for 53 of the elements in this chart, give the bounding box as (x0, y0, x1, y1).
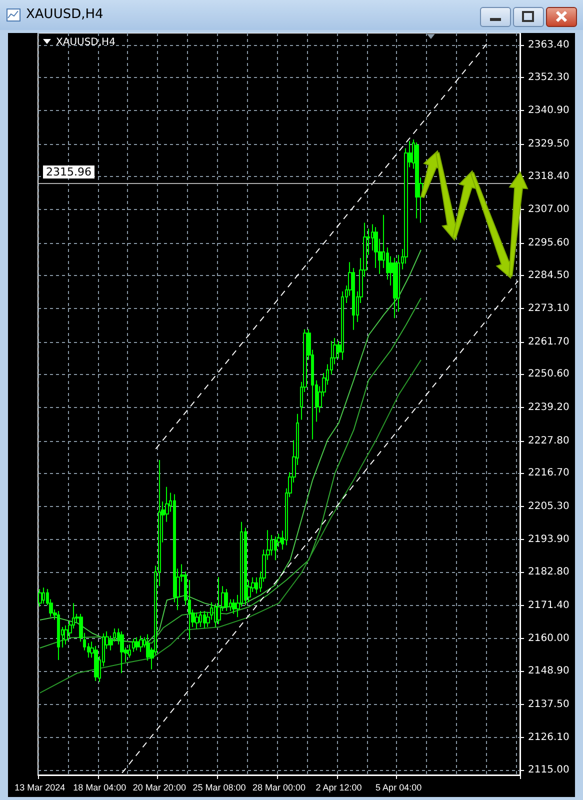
chart-subtitle: XAUUSD,H4 (56, 37, 116, 48)
candlestick (225, 588, 228, 612)
y-tick-label: 2352.30 (528, 72, 570, 83)
y-tick-label: 2318.40 (528, 170, 570, 182)
candlestick (38, 588, 42, 608)
x-tick-label: 2 Apr 12:00 (316, 782, 362, 792)
y-tick-label: 2250.60 (528, 368, 570, 380)
candlestick (128, 644, 131, 658)
y-tick-label: 2340.90 (528, 105, 570, 116)
y-tick-label: 2295.60 (528, 237, 570, 248)
chart-title: XAUUSD,H4 (26, 7, 104, 22)
candlestick (415, 142, 419, 219)
candlestick (132, 638, 135, 652)
x-tick-label: 13 Mar 2024 (14, 782, 66, 792)
y-tick-label: 2284.50 (528, 270, 570, 281)
y-tick-label: 2307.00 (528, 204, 570, 216)
candlestick (274, 536, 277, 561)
y-tick-label: 2227.80 (528, 435, 570, 446)
y-tick-label: 2171.40 (528, 600, 570, 611)
y-tick-label: 2329.50 (528, 138, 570, 150)
candlestick (217, 576, 221, 625)
y-tick-label: 2115.00 (528, 764, 570, 776)
x-tick-label: 5 Apr 04:00 (376, 782, 422, 792)
candlestick (57, 610, 60, 660)
candlestick (139, 635, 143, 652)
y-tick-label: 2273.10 (528, 303, 570, 314)
line-series (39, 359, 422, 694)
y-tick-label: 2182.80 (528, 566, 570, 578)
y-tick-label: 2239.20 (528, 402, 570, 414)
candlestick (42, 587, 45, 604)
x-tick-label: 20 Mar 20:00 (132, 782, 186, 792)
x-tick-label: 28 Mar 00:00 (252, 782, 306, 792)
candlestick (232, 598, 236, 614)
y-tick-label: 2126.10 (528, 732, 570, 744)
x-tick-label: 18 Mar 04:00 (73, 782, 126, 792)
y-tick-label: 2160.00 (528, 633, 570, 644)
candlestick (135, 636, 139, 651)
candlestick (94, 645, 98, 682)
y-tick-label: 2216.70 (528, 468, 570, 479)
candlestick (195, 612, 199, 629)
candlestick (120, 630, 124, 674)
ref-line-label: 2315.96 (46, 165, 92, 178)
y-tick-label: 2137.50 (528, 698, 570, 710)
y-tick-label: 2148.90 (528, 666, 570, 677)
x-tick-label: 25 Mar 08:00 (192, 782, 246, 792)
y-tick-label: 2261.70 (528, 336, 570, 348)
candlestick (199, 610, 202, 628)
y-tick-label: 2363.40 (528, 39, 570, 50)
candlestick (203, 610, 206, 629)
candlestick (64, 625, 68, 646)
candlestick (393, 257, 397, 319)
y-tick-label: 2205.30 (528, 500, 570, 512)
y-tick-label: 2193.90 (528, 534, 570, 546)
